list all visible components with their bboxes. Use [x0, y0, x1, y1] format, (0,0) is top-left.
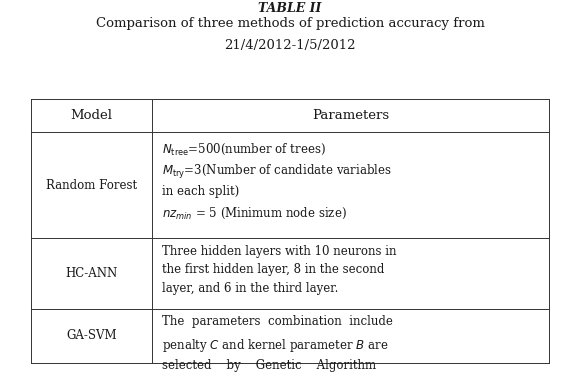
Text: The  parameters  combination  include: The parameters combination include	[162, 315, 393, 328]
Text: Comparison of three methods of prediction accuracy from: Comparison of three methods of predictio…	[96, 17, 484, 30]
Text: $M_{\mathrm{try}}$=3(Number of candidate variables: $M_{\mathrm{try}}$=3(Number of candidate…	[162, 163, 392, 181]
Text: HC-ANN: HC-ANN	[65, 267, 118, 280]
Text: 21/4/2012-1/5/2012: 21/4/2012-1/5/2012	[224, 39, 356, 52]
Text: in each split): in each split)	[162, 185, 239, 198]
Text: $N_{\mathrm{tree}}$=500(number of trees): $N_{\mathrm{tree}}$=500(number of trees)	[162, 141, 326, 157]
Text: Model: Model	[70, 109, 113, 122]
Text: GA-SVM: GA-SVM	[66, 329, 117, 342]
Text: Three hidden layers with 10 neurons in
the first hidden layer, 8 in the second
l: Three hidden layers with 10 neurons in t…	[162, 245, 397, 295]
Text: penalty $C$ and kernel parameter $B$ are: penalty $C$ and kernel parameter $B$ are	[162, 337, 388, 354]
Text: Random Forest: Random Forest	[46, 179, 137, 192]
Text: Parameters: Parameters	[312, 109, 389, 122]
Text: TABLE II: TABLE II	[258, 2, 321, 15]
Text: $nz_{\mathit{min}}$ = 5 (Minimum node size): $nz_{\mathit{min}}$ = 5 (Minimum node si…	[162, 206, 347, 221]
Text: selected    by    Genetic    Algorithm: selected by Genetic Algorithm	[162, 359, 376, 372]
